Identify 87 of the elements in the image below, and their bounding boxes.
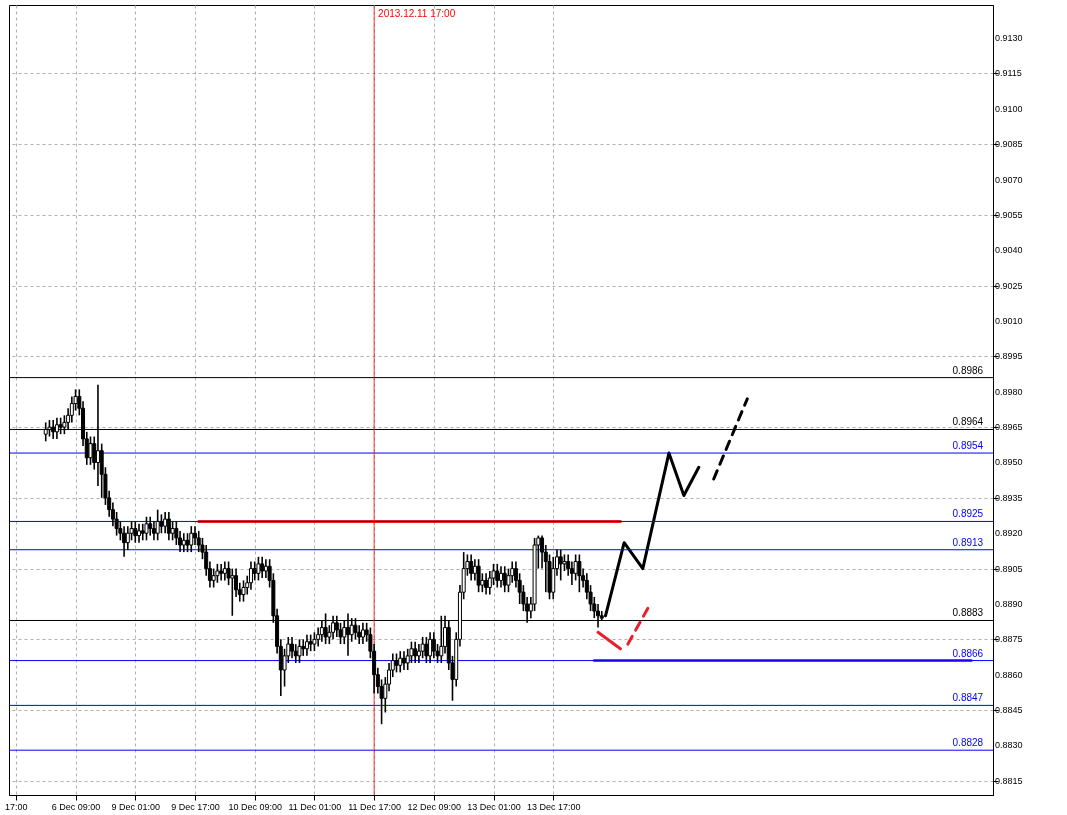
y-tick-label: 0.8875 xyxy=(995,634,1023,645)
y-tick-label: 0.8830 xyxy=(995,740,1023,751)
y-tick-label: 0.9115 xyxy=(995,68,1022,79)
y-tick-label: 0.8965 xyxy=(995,422,1023,433)
ref-line-label: 0.8847 xyxy=(952,692,984,704)
candlestick xyxy=(219,563,224,582)
x-tick-label: 17:00 xyxy=(5,801,28,812)
y-tick-label: 0.8935 xyxy=(995,492,1023,503)
candlestick xyxy=(420,636,425,660)
x-tick-label: 9 Dec 17:00 xyxy=(171,801,220,812)
candlestick xyxy=(401,650,406,671)
candlestick xyxy=(502,565,507,593)
candlestick xyxy=(159,513,164,535)
candlestick xyxy=(499,565,503,589)
candlestick xyxy=(230,567,235,617)
x-tick-label: 10 Dec 09:00 xyxy=(228,801,282,812)
candlestick xyxy=(241,579,246,603)
candlestick xyxy=(290,636,295,660)
candlestick xyxy=(137,523,142,544)
candlestick xyxy=(252,560,257,582)
candlestick xyxy=(360,622,365,645)
y-tick-label: 0.8920 xyxy=(995,528,1023,539)
ref-line-label: 2013.12.11 17:00 xyxy=(378,8,456,19)
candlestick xyxy=(125,525,130,551)
x-tick-label: 6 Dec 09:00 xyxy=(51,801,101,812)
y-tick-label: 0.8890 xyxy=(995,598,1023,609)
y-tick-label: 0.9070 xyxy=(995,174,1023,185)
candlestick xyxy=(51,419,56,440)
candlestick xyxy=(155,508,160,542)
candlestick xyxy=(248,560,253,591)
ref-line-label: 0.8828 xyxy=(952,737,984,749)
ref-line-label: 0.8913 xyxy=(952,536,984,548)
ref-line-label: 0.8883 xyxy=(952,607,984,619)
candlestick xyxy=(304,633,309,657)
candlestick xyxy=(256,556,261,582)
x-tick-label: 13 Dec 17:00 xyxy=(526,801,581,812)
y-tick-label: 0.9130 xyxy=(995,33,1023,44)
y-tick-label: 0.8815 xyxy=(995,775,1023,786)
candlestick xyxy=(297,638,302,664)
y-tick-label: 0.9025 xyxy=(995,280,1023,291)
candlestick xyxy=(424,636,429,664)
candlestick xyxy=(312,631,317,652)
x-tick-label: 11 Dec 01:00 xyxy=(288,801,342,812)
candlestick xyxy=(189,525,194,553)
y-tick-label: 0.9010 xyxy=(995,316,1023,326)
candlestick xyxy=(163,511,168,535)
candlestick xyxy=(469,553,474,582)
candlestick xyxy=(413,640,418,664)
candlestick xyxy=(577,553,582,593)
y-tick-label: 0.8845 xyxy=(995,705,1023,716)
x-tick-label: 9 Dec 01:00 xyxy=(111,801,161,812)
ref-line-label: 0.8925 xyxy=(952,508,984,520)
candlestick xyxy=(140,523,145,542)
candlestick xyxy=(495,563,500,589)
y-tick-label: 0.8980 xyxy=(995,386,1023,397)
ref-line-label: 0.8954 xyxy=(952,440,984,452)
ref-line-label: 0.8866 xyxy=(952,647,984,659)
y-tick-label: 0.8950 xyxy=(995,457,1023,468)
y-tick-label: 0.8860 xyxy=(995,669,1023,680)
candlestick xyxy=(573,553,578,582)
y-tick-label: 0.9085 xyxy=(995,139,1023,150)
candlestick xyxy=(148,515,153,537)
candlestick xyxy=(476,558,481,593)
y-tick-label: 0.9040 xyxy=(995,245,1023,256)
candlestick xyxy=(484,572,489,596)
candlestick xyxy=(151,520,156,542)
y-tick-label: 0.9055 xyxy=(995,209,1023,220)
candlestick xyxy=(144,515,149,542)
candlestick xyxy=(558,548,563,582)
ref-line-label: 0.8964 xyxy=(952,416,984,428)
candlestick xyxy=(122,525,127,558)
candlestick xyxy=(431,631,436,660)
x-tick-label: 11 Dec 17:00 xyxy=(348,801,402,812)
candlestick xyxy=(185,532,190,553)
y-tick-label: 0.9100 xyxy=(995,103,1023,114)
candlestick xyxy=(166,511,171,542)
candlestick xyxy=(133,520,138,544)
x-tick-label: 12 Dec 09:00 xyxy=(407,801,462,812)
x-tick-label: 13 Dec 01:00 xyxy=(467,801,521,812)
y-tick-label: 0.8905 xyxy=(995,563,1023,574)
candlestick xyxy=(211,567,216,589)
candlestick xyxy=(394,652,399,674)
ref-line-label: 0.8986 xyxy=(952,364,984,376)
candlestick xyxy=(301,638,306,657)
candlestick xyxy=(260,556,265,579)
candlestick xyxy=(215,563,220,584)
y-tick-label: 0.8995 xyxy=(995,351,1023,362)
